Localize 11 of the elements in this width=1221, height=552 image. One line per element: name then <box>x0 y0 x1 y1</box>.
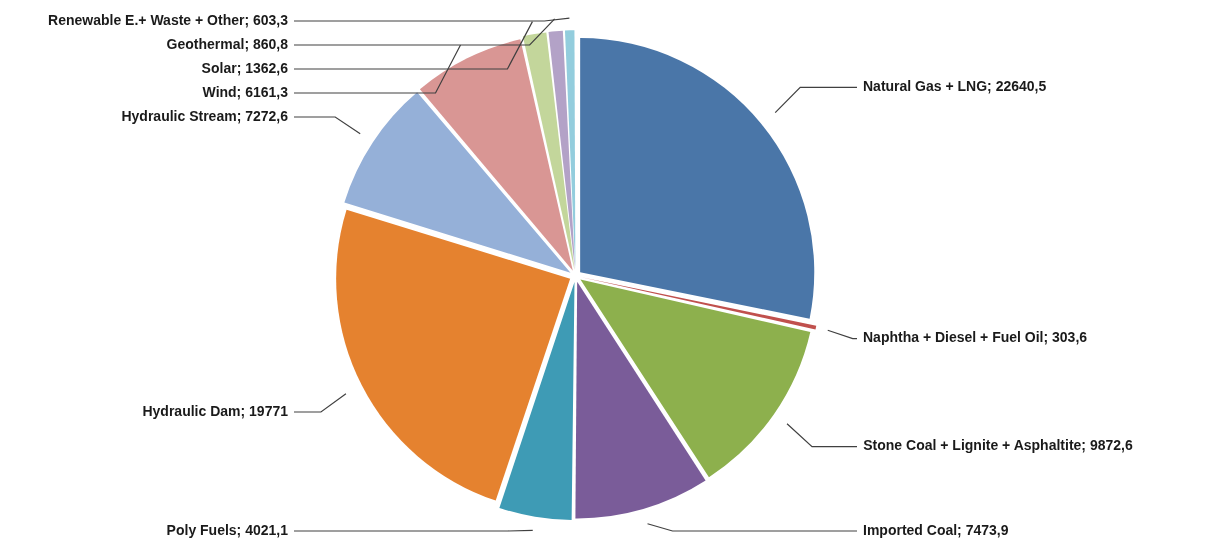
slice-label: Hydraulic Dam; 19771 <box>142 402 289 419</box>
slice-label: Solar; 1362,6 <box>201 59 289 76</box>
slice-label: Imported Coal; 7473,9 <box>862 521 1009 538</box>
slice-label: Natural Gas + LNG; 22640,5 <box>862 78 1047 95</box>
slice-label: Geothermal; 860,8 <box>166 35 289 52</box>
slice-label: Wind; 6161,3 <box>202 83 289 100</box>
slice-label: Naphtha + Diesel + Fuel Oil; 303,6 <box>862 329 1088 346</box>
slice-label: Renewable E.+ Waste + Other; 603,3 <box>48 11 289 28</box>
slice-label: Stone Coal + Lignite + Asphaltite; 9872,6 <box>863 437 1133 454</box>
slice-label: Hydraulic Stream; 7272,6 <box>121 107 289 124</box>
slice-label: Poly Fuels; 4021,1 <box>166 521 289 538</box>
